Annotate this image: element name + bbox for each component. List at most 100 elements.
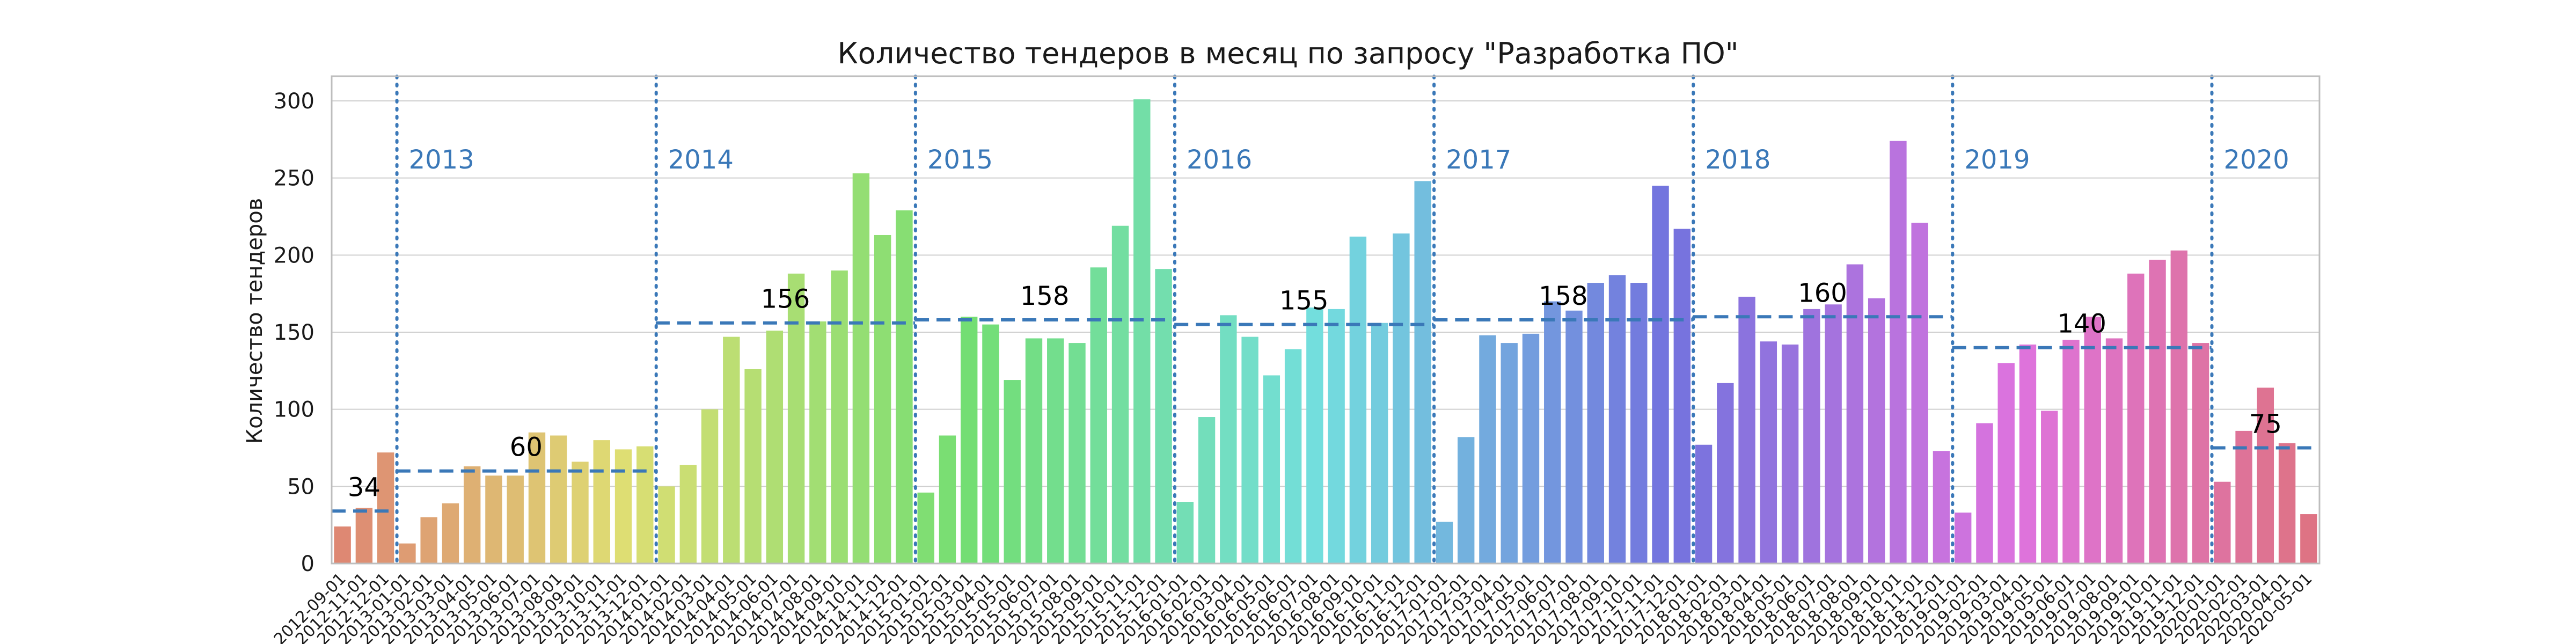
bar (2170, 250, 2188, 564)
bar (1997, 363, 2015, 564)
year-label: 2013 (409, 145, 474, 175)
average-label: 60 (510, 433, 543, 463)
bar (1565, 310, 1583, 564)
y-axis-ticks: 0 50 100 150 200 250 300 (274, 89, 314, 576)
bar (723, 336, 740, 564)
bar (2235, 430, 2252, 564)
bar (1263, 375, 1280, 564)
bar (1673, 229, 1691, 564)
y-tick-label: 200 (274, 243, 314, 268)
bar (1371, 323, 1388, 564)
y-tick-label: 100 (274, 398, 314, 422)
year-label: 2016 (1187, 145, 1252, 175)
y-tick-label: 250 (274, 166, 314, 191)
average-label: 75 (2249, 409, 2282, 439)
bar (1069, 343, 1086, 564)
bar (1133, 99, 1151, 564)
average-label: 160 (1798, 278, 1847, 308)
bar (572, 462, 589, 564)
bar (2105, 338, 2123, 564)
year-label: 2017 (1446, 145, 1511, 175)
bar (1803, 309, 1820, 564)
bar (1781, 344, 1799, 564)
x-axis-ticks: 2012-09-012012-11-012012-12-012013-01-01… (270, 569, 2316, 644)
bar (2041, 411, 2058, 564)
bar (1436, 522, 1453, 564)
chart-title: Количество тендеров в месяц по запросу "… (837, 36, 1738, 70)
bar (960, 317, 978, 564)
bar (939, 435, 956, 564)
bar (1241, 336, 1258, 564)
year-markers: 2013 2014 2015 2016 2017 2018 2019 2020 (395, 75, 2289, 565)
bar (1004, 380, 1021, 564)
bar (852, 173, 870, 564)
bar (2300, 514, 2317, 564)
bar (658, 486, 675, 564)
bar (1544, 301, 1561, 564)
bar (1393, 233, 1410, 564)
bar (528, 432, 546, 564)
bar (2084, 317, 2101, 564)
average-label: 140 (2057, 309, 2106, 339)
average-label: 156 (761, 284, 810, 314)
bar (679, 465, 697, 564)
bar (1608, 275, 1626, 564)
bar (917, 492, 934, 564)
bar (1155, 269, 1172, 564)
bar (766, 331, 784, 564)
bar (1911, 222, 1928, 564)
average-label: 158 (1539, 281, 1588, 311)
bar (1047, 338, 1064, 564)
bar (2278, 443, 2296, 564)
bar (1349, 236, 1367, 564)
bar (1846, 264, 1864, 564)
bar (507, 475, 524, 564)
bars-layer (334, 99, 2317, 564)
bar (1890, 141, 1907, 564)
bar (593, 440, 610, 564)
bar (2062, 340, 2080, 564)
y-tick-label: 0 (301, 552, 314, 576)
bar (896, 210, 913, 564)
bar (1738, 296, 1755, 564)
bar (1954, 513, 1972, 564)
bar (420, 517, 437, 564)
bar (2149, 259, 2166, 564)
bar (1090, 267, 1107, 564)
bar (1717, 383, 1734, 564)
bar (399, 543, 416, 564)
bar (1630, 283, 1648, 564)
y-tick-label: 50 (287, 474, 314, 499)
bar (1176, 502, 1194, 564)
bar (1025, 338, 1043, 564)
bar (874, 235, 891, 564)
bar (2019, 344, 2037, 564)
average-label: 34 (348, 472, 380, 502)
yearly-averages: 34 60 156 158 155 158 160 140 75 (332, 278, 2319, 513)
year-label: 2015 (927, 145, 993, 175)
year-label: 2018 (1705, 145, 1770, 175)
bar (2214, 481, 2231, 564)
bar (1479, 335, 1496, 564)
bar (2127, 273, 2145, 564)
year-label: 2020 (2224, 145, 2289, 175)
bar (744, 369, 762, 564)
bar (355, 508, 373, 564)
average-label: 155 (1279, 286, 1329, 316)
bar (809, 321, 826, 564)
bar (1284, 349, 1302, 564)
bar (1111, 225, 1129, 564)
bar (1825, 304, 1842, 564)
bar (1501, 343, 1518, 564)
bar (334, 526, 351, 564)
bar (550, 435, 567, 564)
bar (463, 466, 481, 564)
bar (2192, 343, 2209, 564)
bar (377, 452, 394, 564)
bar (1760, 341, 1777, 564)
plot-frame (331, 75, 2321, 565)
y-axis-label: Количество тендеров (243, 198, 267, 444)
bar (1587, 283, 1604, 564)
bar (831, 270, 848, 564)
